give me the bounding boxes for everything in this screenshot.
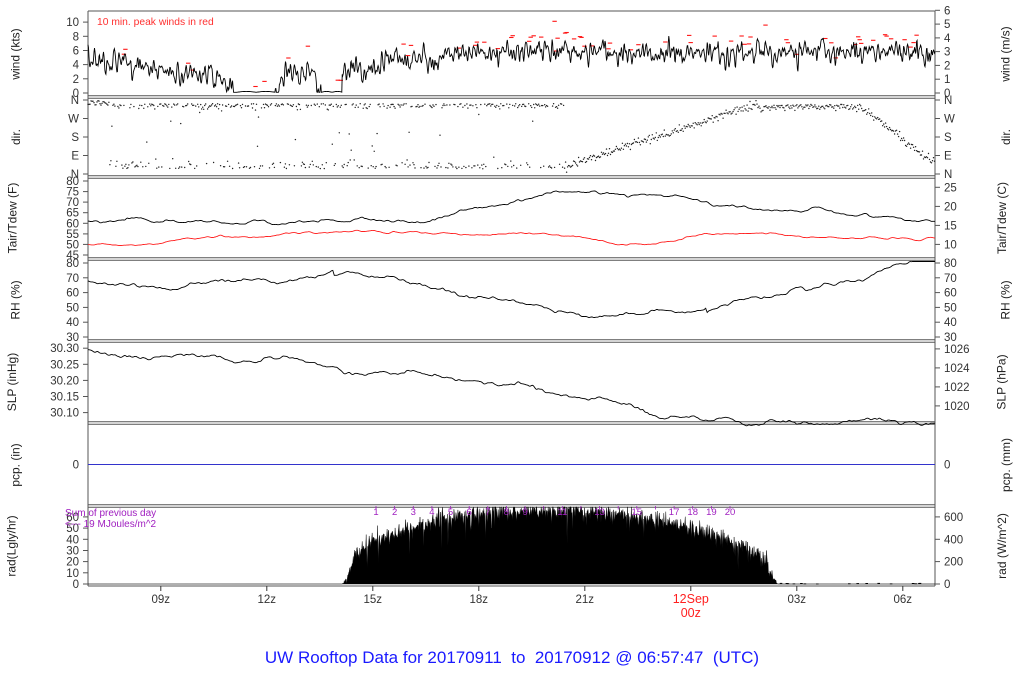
svg-text:6: 6 (73, 46, 79, 58)
svg-text:30: 30 (944, 332, 957, 344)
svg-text:70: 70 (944, 273, 957, 285)
svg-text:Sum of previous day: Sum of previous day (65, 508, 156, 519)
svg-text:400: 400 (944, 534, 963, 546)
svg-text:30.30: 30.30 (50, 343, 79, 355)
svg-text:12Sep: 12Sep (673, 592, 709, 606)
svg-text:15: 15 (944, 220, 957, 232)
svg-text:60: 60 (944, 288, 957, 300)
svg-text:06z: 06z (894, 594, 913, 606)
svg-text:1024: 1024 (944, 363, 970, 375)
svg-text:60: 60 (66, 218, 79, 230)
svg-text:18: 18 (687, 507, 698, 518)
svg-text:<--- 19 MJoules/m^2: <--- 19 MJoules/m^2 (65, 519, 157, 530)
svg-text:4: 4 (429, 507, 434, 518)
svg-text:1026: 1026 (944, 344, 970, 356)
svg-text:10 min. peak winds in red: 10 min. peak winds in red (97, 17, 214, 28)
svg-text:40: 40 (66, 534, 79, 546)
svg-text:3: 3 (944, 47, 950, 59)
svg-text:5: 5 (944, 19, 950, 31)
svg-text:21z: 21z (576, 594, 595, 606)
svg-text:40: 40 (944, 317, 957, 329)
svg-text:1: 1 (373, 507, 378, 518)
svg-text:40: 40 (66, 317, 79, 329)
svg-text:N: N (71, 95, 79, 107)
svg-text:70: 70 (66, 273, 79, 285)
svg-text:30: 30 (66, 546, 79, 558)
svg-text:30.10: 30.10 (50, 408, 79, 420)
svg-text:5: 5 (448, 507, 453, 518)
svg-text:W: W (68, 114, 79, 126)
svg-text:00z: 00z (681, 606, 701, 620)
svg-text:2: 2 (392, 507, 397, 518)
svg-text:03z: 03z (788, 594, 807, 606)
svg-text:N: N (944, 169, 952, 181)
svg-text:60: 60 (66, 288, 79, 300)
svg-text:9: 9 (522, 507, 527, 518)
svg-text:4: 4 (944, 33, 951, 45)
svg-text:20: 20 (725, 507, 736, 518)
svg-text:19: 19 (706, 507, 717, 518)
svg-text:0: 0 (944, 579, 950, 591)
svg-text:4: 4 (73, 60, 80, 72)
svg-text:8: 8 (504, 507, 509, 518)
svg-text:80: 80 (66, 176, 79, 188)
svg-text:80: 80 (944, 258, 957, 270)
svg-text:W: W (944, 114, 955, 126)
svg-text:30.20: 30.20 (50, 375, 79, 387)
svg-text:600: 600 (944, 512, 963, 524)
svg-text:12z: 12z (258, 594, 277, 606)
svg-text:8: 8 (73, 31, 79, 43)
svg-text:E: E (944, 151, 952, 163)
svg-text:7: 7 (485, 507, 490, 518)
svg-text:18z: 18z (470, 594, 489, 606)
svg-text:25: 25 (944, 182, 957, 194)
svg-text:65: 65 (66, 208, 79, 220)
svg-text:6: 6 (467, 507, 472, 518)
svg-text:30: 30 (66, 332, 79, 344)
svg-text:2: 2 (944, 60, 950, 72)
svg-text:0: 0 (73, 460, 79, 472)
svg-text:E: E (71, 151, 79, 163)
svg-text:10: 10 (944, 239, 957, 251)
svg-text:1022: 1022 (944, 382, 970, 394)
svg-text:20: 20 (66, 557, 79, 569)
svg-text:S: S (944, 132, 952, 144)
svg-text:1: 1 (944, 74, 950, 86)
svg-text:30.25: 30.25 (50, 359, 79, 371)
svg-text:15z: 15z (364, 594, 383, 606)
svg-text:50: 50 (66, 302, 79, 314)
svg-text:10: 10 (66, 17, 79, 29)
svg-text:N: N (944, 95, 952, 107)
svg-text:17: 17 (669, 507, 680, 518)
svg-text:50: 50 (66, 239, 79, 251)
svg-text:3: 3 (411, 507, 416, 518)
svg-text:0: 0 (944, 460, 950, 472)
svg-text:15: 15 (632, 507, 643, 518)
svg-text:30.15: 30.15 (50, 392, 79, 404)
svg-text:09z: 09z (152, 594, 171, 606)
svg-text:11: 11 (557, 507, 567, 518)
svg-text:50: 50 (944, 302, 957, 314)
svg-text:75: 75 (66, 187, 79, 199)
svg-text:6: 6 (944, 5, 950, 17)
svg-text:2: 2 (73, 74, 79, 86)
svg-text:13: 13 (594, 507, 605, 518)
svg-text:1020: 1020 (944, 401, 970, 413)
svg-text:10: 10 (66, 568, 79, 580)
svg-text:55: 55 (66, 229, 79, 241)
svg-text:20: 20 (944, 201, 957, 213)
svg-text:70: 70 (66, 197, 79, 209)
svg-text:80: 80 (66, 258, 79, 270)
svg-text:0: 0 (73, 579, 79, 591)
svg-text:200: 200 (944, 557, 963, 569)
svg-text:S: S (71, 132, 79, 144)
